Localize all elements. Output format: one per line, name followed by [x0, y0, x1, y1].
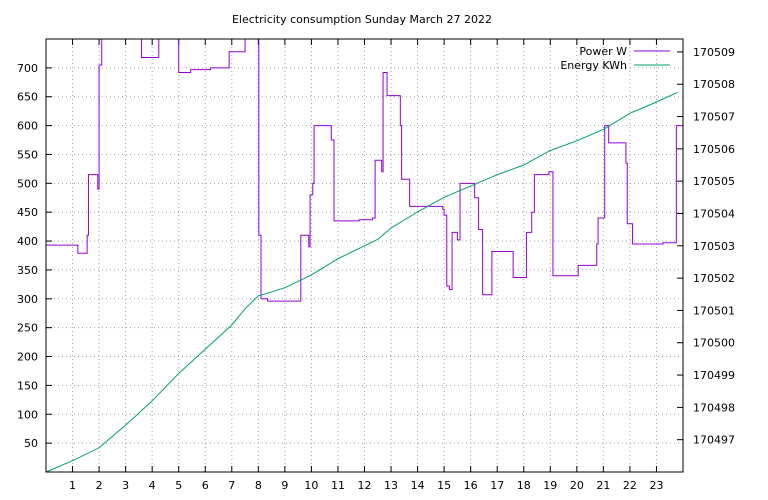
left-tick-label: 400	[17, 235, 38, 248]
left-tick-label: 150	[17, 379, 38, 392]
right-tick-label: 170506	[693, 143, 735, 156]
x-tick-label: 16	[464, 479, 478, 492]
left-tick-label: 450	[17, 206, 38, 219]
series-layer	[45, 38, 683, 473]
series-line-power-w	[46, 38, 683, 302]
grid-lines	[46, 39, 683, 472]
left-tick-label: 50	[24, 437, 38, 450]
right-tick-label: 170500	[693, 337, 735, 350]
x-tick-label: 20	[570, 479, 584, 492]
right-tick-label: 170497	[693, 434, 735, 447]
x-tick-label: 4	[149, 479, 156, 492]
left-axis-ticks: 50 100 150 200 250 300 350 400 450 500 550 600 650 70…	[17, 62, 52, 450]
x-tick-label: 17	[490, 479, 504, 492]
left-tick-label: 250	[17, 322, 38, 335]
right-tick-label: 170507	[693, 111, 735, 124]
left-tick-label: 600	[17, 120, 38, 133]
left-tick-label: 200	[17, 351, 38, 364]
left-tick-label: 350	[17, 264, 38, 277]
x-tick-label: 8	[255, 479, 262, 492]
x-tick-label: 15	[437, 479, 451, 492]
left-tick-label: 650	[17, 91, 38, 104]
right-axis-ticks: 170497 170498 170499 170500 170501 170502 1705…	[677, 46, 735, 447]
left-tick-label: 700	[17, 62, 38, 75]
plot-border	[45, 38, 684, 473]
x-tick-label: 5	[175, 479, 182, 492]
legend-label: Energy KWh	[560, 59, 627, 72]
x-tick-label: 12	[358, 479, 372, 492]
right-tick-label: 170501	[693, 304, 735, 317]
left-tick-label: 100	[17, 408, 38, 421]
chart-title: Electricity consumption Sunday March 27 …	[232, 13, 492, 26]
right-tick-label: 170505	[693, 175, 735, 188]
left-tick-label: 300	[17, 293, 38, 306]
right-tick-label: 170502	[693, 272, 735, 285]
x-tick-label: 2	[96, 479, 103, 492]
x-axis-ticks: 1 2 3 4 5 6 7 8 9 10 11 12 13 14 15 16 17 18 19 20 21 22 23	[69, 39, 663, 492]
x-tick-label: 22	[623, 479, 637, 492]
right-tick-label: 170498	[693, 401, 735, 414]
x-tick-label: 21	[596, 479, 610, 492]
x-tick-label: 13	[384, 479, 398, 492]
left-tick-label: 500	[17, 177, 38, 190]
right-tick-label: 170499	[693, 369, 735, 382]
right-tick-label: 170504	[693, 207, 735, 220]
x-tick-label: 10	[304, 479, 318, 492]
x-tick-label: 14	[411, 479, 425, 492]
x-tick-label: 11	[331, 479, 345, 492]
x-tick-label: 18	[517, 479, 531, 492]
x-tick-label: 3	[122, 479, 129, 492]
right-tick-label: 170509	[693, 46, 735, 59]
left-tick-label: 550	[17, 148, 38, 161]
x-tick-label: 1	[69, 479, 76, 492]
right-tick-label: 170508	[693, 78, 735, 91]
right-tick-label: 170503	[693, 240, 735, 253]
x-tick-label: 19	[543, 479, 557, 492]
x-tick-label: 6	[202, 479, 209, 492]
x-tick-label: 7	[228, 479, 235, 492]
series-line-energy-kwh	[45, 91, 678, 473]
x-tick-label: 9	[281, 479, 288, 492]
legend-label: Power W	[579, 45, 627, 58]
x-tick-label: 23	[649, 479, 663, 492]
